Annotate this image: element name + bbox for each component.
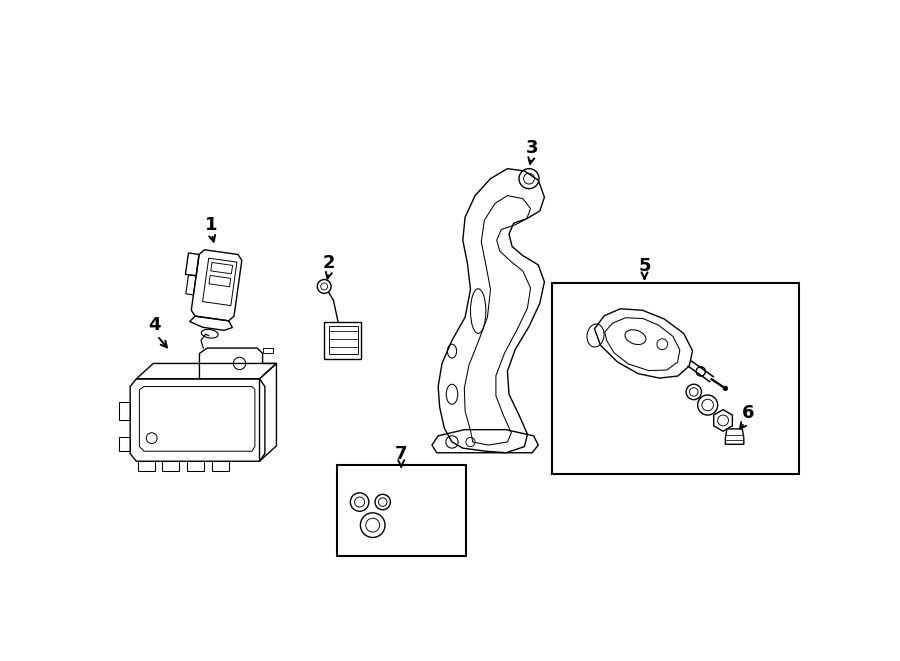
Bar <box>337 465 466 556</box>
Text: 5: 5 <box>638 257 651 276</box>
Text: 7: 7 <box>395 445 408 463</box>
Text: 2: 2 <box>322 254 335 272</box>
Text: 1: 1 <box>205 216 217 234</box>
Bar <box>552 284 798 475</box>
Text: 6: 6 <box>742 404 754 422</box>
Text: 3: 3 <box>526 139 538 157</box>
Circle shape <box>723 386 728 391</box>
Text: 4: 4 <box>148 316 161 334</box>
